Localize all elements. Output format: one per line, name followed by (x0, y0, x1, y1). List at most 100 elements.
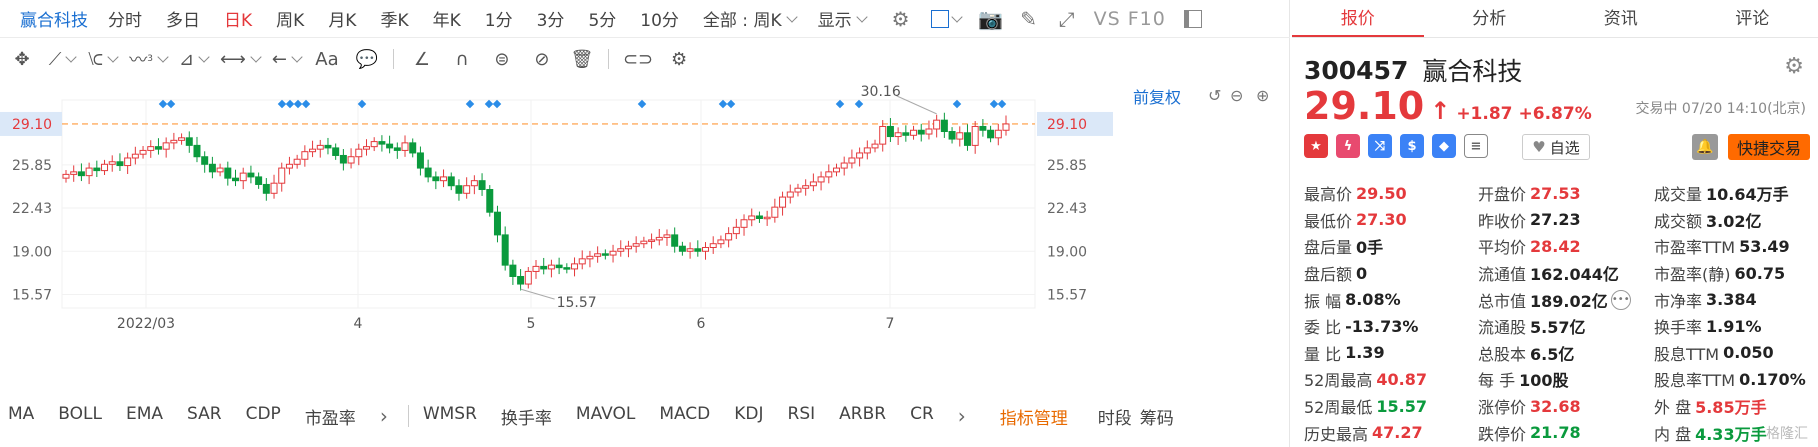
range-select[interactable]: 全部 : 周K (703, 6, 798, 31)
polyline-icon[interactable]: ⟈ (88, 44, 119, 74)
zoom-in-icon[interactable]: ⊕ (1256, 86, 1270, 105)
dollar-icon[interactable]: $ (1400, 134, 1424, 158)
compare-icon[interactable]: ⊂⊃ (622, 48, 654, 70)
quote-label: 股息TTM (1654, 344, 1720, 364)
quote-cell: 换手率 1.91% (1654, 314, 1814, 338)
candle-body (894, 132, 902, 138)
indicator-item[interactable]: ARBR (839, 403, 887, 424)
stock-header: 300457 赢合科技 (1304, 52, 1522, 88)
bell-icon[interactable]: 🔔 (1692, 134, 1718, 160)
candle-body (478, 180, 486, 191)
quote-tab[interactable]: 分析 (1472, 9, 1507, 29)
kline-svg[interactable]: 29.10 29.10 25.85 25.85 22.43 22.43 19.00 19.00… (0, 80, 1290, 390)
indicator-manage-button[interactable]: 指标管理 (999, 408, 1068, 429)
y-tick-label-right: 15.57 (1047, 288, 1087, 304)
indicator-item[interactable]: 换手率 (500, 408, 552, 429)
chip-distribution-button[interactable]: 筹码 (1139, 408, 1174, 429)
trash-icon[interactable]: 🗑 (570, 48, 594, 70)
fullscreen-icon[interactable]: ⤢ (1058, 6, 1075, 31)
period-tab[interactable]: 周K (276, 11, 305, 31)
lightning-h-icon[interactable]: ϟ (1336, 134, 1360, 158)
quote-tab[interactable]: 资讯 (1603, 9, 1638, 29)
measure-icon[interactable]: ⟷ (220, 44, 262, 74)
quote-cell: 总股本 6.5亿 (1478, 341, 1654, 365)
quote-label: 开盘价 (1478, 185, 1527, 205)
vs-f10-button[interactable]: VS F10 (1093, 7, 1166, 30)
period-tab[interactable]: 10分 (640, 11, 679, 31)
stock-name-link[interactable]: 赢合科技 (20, 11, 88, 31)
hide-icon[interactable]: ⊘ (534, 48, 550, 70)
period-tab[interactable]: 5分 (588, 11, 617, 31)
settings-gear-icon[interactable]: ⚙ (891, 6, 910, 31)
indicator-item[interactable]: MAVOL (575, 403, 636, 424)
candle-body (555, 264, 563, 269)
tag-icon[interactable]: ◆ (1432, 134, 1456, 158)
note-icon[interactable]: ≡ (1464, 134, 1488, 158)
line-segment-icon[interactable]: ⟋ (48, 44, 77, 74)
quote-settings-icon[interactable]: ⚙ (1784, 54, 1804, 79)
candle-body (424, 167, 432, 178)
y-tick-label-left: 25.85 (12, 158, 52, 174)
indicator-item[interactable]: BOLL (58, 403, 102, 424)
period-tab[interactable]: 3分 (536, 11, 565, 31)
quote-tab[interactable]: 报价 (1292, 0, 1424, 37)
quote-cell: 跌停价 21.78 (1478, 421, 1654, 445)
arrow-left-icon[interactable]: ← (272, 44, 303, 74)
more-icon[interactable]: ••• (1610, 289, 1631, 310)
indicator-item[interactable]: MA (8, 403, 35, 424)
period-tab[interactable]: 多日 (166, 11, 200, 31)
pencil-icon[interactable]: ✎ (1020, 6, 1037, 31)
event-marker (285, 99, 295, 109)
indicator-item[interactable]: RSI (787, 403, 816, 424)
adjust-restore-button[interactable]: 前复权 (1133, 88, 1182, 107)
panel-toggle-icon[interactable] (1180, 6, 1206, 32)
candle-body (779, 196, 787, 208)
magnet-icon[interactable]: ∩ (455, 48, 469, 70)
period-tab[interactable]: 年K (432, 11, 461, 31)
kline-chart[interactable]: 29.10 29.10 25.85 25.85 22.43 22.43 19.00 19.00… (0, 80, 1290, 390)
indicator-item[interactable]: CR (910, 403, 934, 424)
candle-body (301, 151, 309, 160)
candle-body (162, 142, 170, 150)
camera-icon[interactable]: 📷 (978, 6, 1004, 31)
chart-style-square-icon[interactable] (926, 6, 966, 32)
comment-icon[interactable]: 💬 (355, 48, 379, 70)
add-watchlist-button[interactable]: ♥ 自选 (1522, 134, 1590, 160)
move-icon[interactable]: ✥ (14, 48, 30, 70)
event-marker (952, 99, 962, 109)
display-select[interactable]: 显示 (818, 6, 868, 31)
scroll-right-icon[interactable]: › (957, 404, 966, 428)
text-tool[interactable]: Aa (315, 48, 339, 70)
indicator-item[interactable]: SAR (187, 403, 222, 424)
time-segment-button[interactable]: 时段 (1097, 408, 1132, 429)
quote-value: 21.78 (1530, 423, 1581, 443)
quote-tab[interactable]: 评论 (1735, 9, 1770, 29)
scroll-right-icon[interactable]: › (379, 404, 388, 428)
fibonacci-icon[interactable]: ⊿ (179, 44, 210, 74)
quote-tabs: 报价 分析 资讯 评论 (1292, 0, 1818, 38)
period-tab[interactable]: 月K (328, 11, 357, 31)
zoom-out-icon[interactable]: ⊖ (1230, 86, 1244, 105)
period-tab[interactable]: 季K (380, 11, 409, 31)
indicator-item[interactable]: 市盈率 (304, 408, 356, 429)
fast-trade-button[interactable]: 快捷交易 (1728, 134, 1810, 160)
quote-value: 53.49 (1739, 236, 1790, 256)
reset-icon[interactable]: ↺ (1208, 86, 1222, 105)
shuffle-icon[interactable]: ⤨ (1368, 134, 1392, 158)
period-tab[interactable]: 1分 (484, 11, 513, 31)
indicator-item[interactable]: KDJ (734, 403, 764, 424)
toolbar-settings-icon[interactable]: ⚙ (671, 48, 688, 70)
angle-icon[interactable]: ∠ (413, 48, 431, 70)
wave-icon[interactable]: 〰 3 (129, 44, 169, 74)
indicator-item[interactable]: EMA (125, 403, 164, 424)
quote-label: 流通股 (1478, 318, 1527, 338)
quote-label: 盘后额 (1304, 265, 1353, 285)
period-tab[interactable]: 分时 (108, 11, 142, 31)
indicator-item[interactable]: CDP (245, 403, 281, 424)
lock-eye-icon[interactable]: ⊜ (494, 48, 510, 70)
indicator-item[interactable]: MACD (659, 403, 711, 424)
indicator-item[interactable]: WMSR (422, 403, 477, 424)
period-tab[interactable]: 日K (224, 11, 253, 31)
candle-body (409, 142, 417, 154)
event-marker (158, 99, 168, 109)
